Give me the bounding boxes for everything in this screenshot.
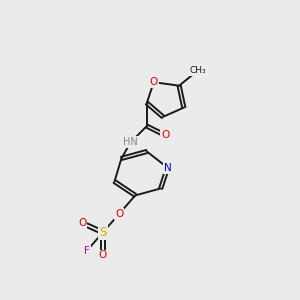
Text: F: F (84, 246, 90, 256)
Text: O: O (115, 209, 123, 219)
Text: O: O (99, 250, 107, 260)
Text: HN: HN (123, 137, 138, 147)
Text: O: O (78, 218, 86, 228)
Text: S: S (99, 226, 106, 239)
Text: O: O (161, 130, 170, 140)
Text: O: O (150, 77, 158, 87)
Text: CH₃: CH₃ (189, 66, 206, 75)
Text: N: N (164, 163, 172, 173)
